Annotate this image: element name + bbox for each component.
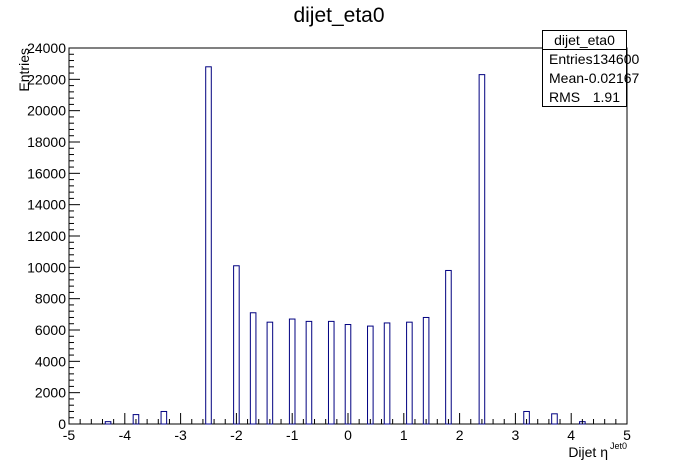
y-tick-label: 24000 [27,40,66,56]
x-tick-label: -5 [63,427,76,443]
histogram-bars [104,66,586,425]
y-axis-label: Entries [16,48,32,92]
x-tick-label: 0 [344,427,352,443]
histogram-bar [445,269,452,425]
histogram-bar [383,322,391,425]
histogram-bar [249,312,257,425]
y-tick-label: 12000 [27,228,66,244]
histogram-bar [288,318,296,425]
stats-value: -0.02167 [584,70,640,86]
x-tick-label: -1 [286,427,299,443]
stats-row-mean: Mean -0.02167 [543,69,639,88]
histogram-bar [266,321,274,425]
histogram-bar [233,265,240,425]
x-axis-label: Dijet η [568,444,608,460]
histogram-bar [478,74,486,425]
x-tick-label: -2 [230,427,243,443]
stats-value: 134600 [592,51,640,67]
stats-box: dijet_eta0 Entries 134600 Mean -0.02167 … [542,30,639,107]
x-tick-label: -4 [119,427,132,443]
histogram-bar [422,316,430,425]
y-tick-label: 4000 [35,353,66,369]
y-tick-label: 10000 [27,259,66,275]
histogram-bar [551,413,558,425]
chart-title: dijet_eta0 [293,4,384,27]
y-tick-label: 18000 [27,134,66,150]
histogram-bar [406,321,413,425]
x-axis-label-superscript: Jet0 [610,441,627,451]
stats-row-entries: Entries 134600 [543,50,639,69]
y-tick-label: 6000 [35,322,66,338]
stats-label: Entries [549,51,593,67]
x-tick-label: -3 [174,427,187,443]
y-tick-label: 14000 [27,197,66,213]
histogram-bar [327,320,335,425]
y-tick-label: 8000 [35,291,66,307]
y-tick-label: 2000 [35,385,66,401]
x-tick-label: 4 [567,427,575,443]
x-tick-label: 2 [456,427,464,443]
y-tick-label: 0 [58,416,66,432]
stats-label: RMS [549,89,581,105]
stats-row-rms: RMS 1.91 [543,88,626,107]
axes: -5 -4 -3 -2 -1 0 1 2 3 4 5 0 2000 4000 6000 8000 10000 12… [27,40,631,443]
histogram-bar [367,325,374,425]
y-tick-label: 22000 [27,71,66,87]
y-tick-label: 20000 [27,103,66,119]
histogram-bar [205,66,212,425]
stats-label: Mean [549,70,585,86]
x-tick-label: 1 [400,427,408,443]
x-tick-label: 5 [623,427,631,443]
stats-title: dijet_eta0 [543,31,626,50]
y-tick-label: 16000 [27,165,66,181]
histogram-bar [160,410,168,425]
histogram-bar [305,320,313,425]
histogram-bar [344,324,352,425]
histogram-bar [104,421,112,425]
x-tick-label: 3 [512,427,520,443]
stats-value: 1.91 [592,89,620,105]
